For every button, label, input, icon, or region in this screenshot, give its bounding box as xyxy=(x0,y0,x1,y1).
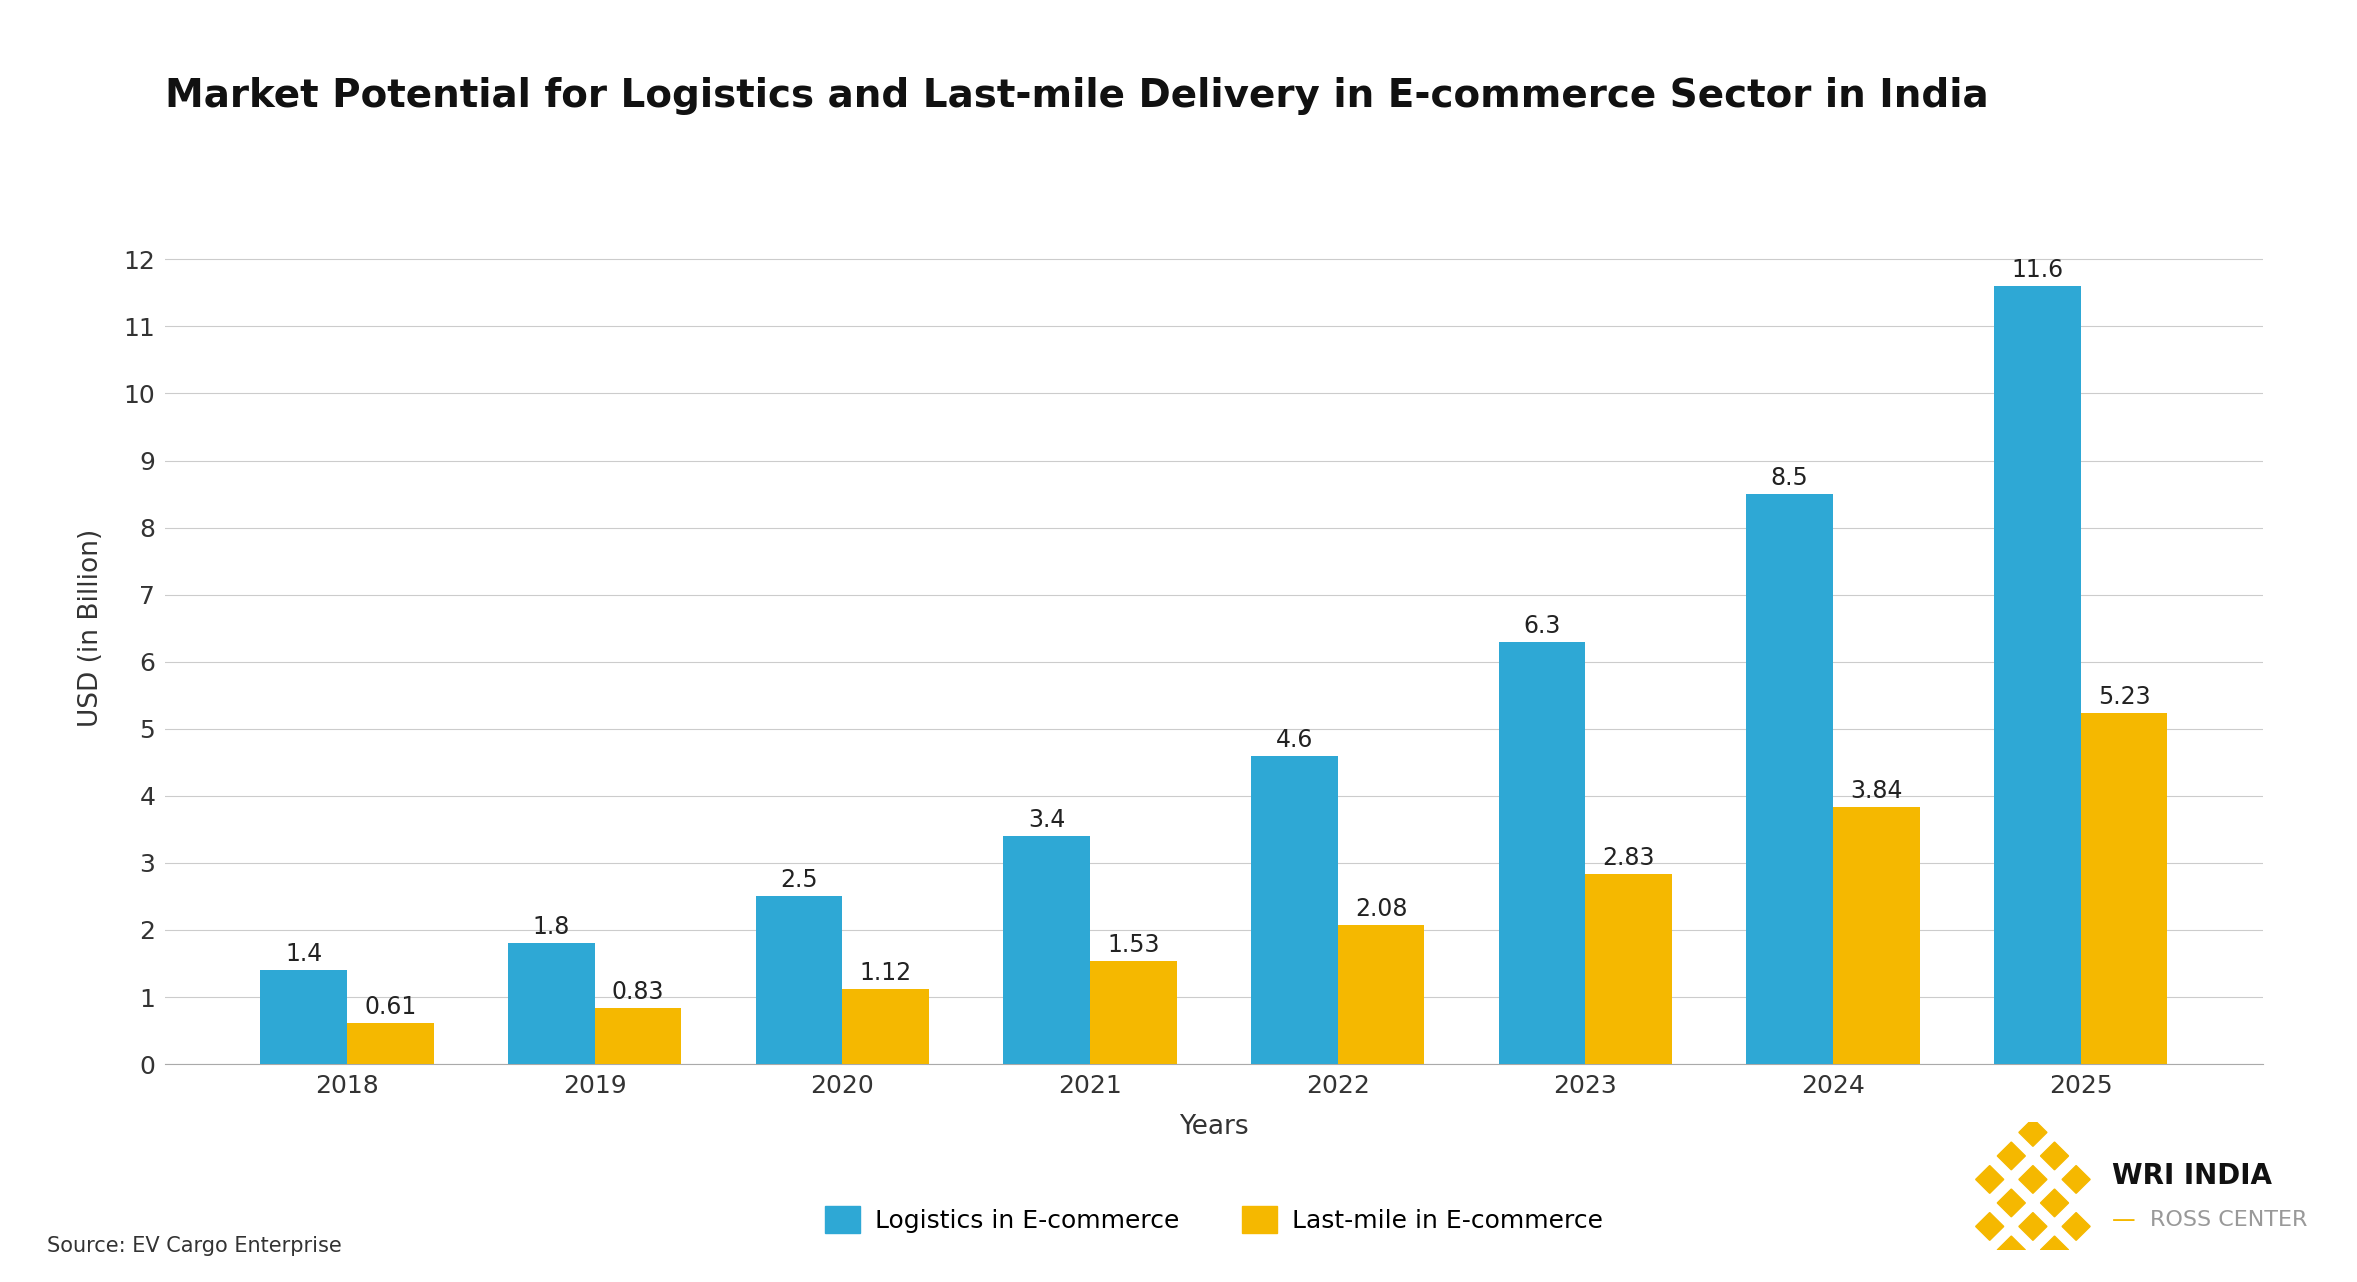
Y-axis label: USD (in Billion): USD (in Billion) xyxy=(78,529,104,727)
Text: 4.6: 4.6 xyxy=(1275,728,1313,751)
Bar xyxy=(1747,494,1834,1064)
Text: 1.53: 1.53 xyxy=(1108,933,1160,958)
Polygon shape xyxy=(1975,1213,2003,1241)
Polygon shape xyxy=(2020,1213,2046,1241)
Polygon shape xyxy=(1996,1190,2025,1217)
Legend: Logistics in E-commerce, Last-mile in E-commerce: Logistics in E-commerce, Last-mile in E-… xyxy=(816,1196,1612,1244)
Text: 2.5: 2.5 xyxy=(780,868,818,892)
Text: 5.23: 5.23 xyxy=(2098,686,2150,709)
Polygon shape xyxy=(2041,1236,2069,1264)
Text: 3.84: 3.84 xyxy=(1850,778,1902,803)
Polygon shape xyxy=(1975,1165,2003,1194)
Text: 2.08: 2.08 xyxy=(1355,896,1407,920)
Bar xyxy=(1339,924,1424,1064)
Polygon shape xyxy=(1996,1142,2025,1169)
Text: 1.4: 1.4 xyxy=(285,942,323,967)
Text: 2.83: 2.83 xyxy=(1603,846,1655,870)
Text: Market Potential for Logistics and Last-mile Delivery in E-commerce Sector in In: Market Potential for Logistics and Last-… xyxy=(165,77,1989,115)
Text: 6.3: 6.3 xyxy=(1523,614,1560,637)
Bar xyxy=(1089,962,1176,1064)
Text: 3.4: 3.4 xyxy=(1028,808,1065,832)
Polygon shape xyxy=(2020,1165,2046,1194)
Text: Source: EV Cargo Enterprise: Source: EV Cargo Enterprise xyxy=(47,1236,342,1256)
Bar xyxy=(1834,806,1919,1064)
Bar xyxy=(757,896,841,1064)
Bar xyxy=(841,988,929,1064)
Text: —: — xyxy=(2112,1209,2135,1232)
Text: WRI INDIA: WRI INDIA xyxy=(2112,1161,2272,1190)
Polygon shape xyxy=(2062,1165,2091,1194)
Text: 1.8: 1.8 xyxy=(533,915,570,940)
Bar xyxy=(2081,713,2168,1064)
Polygon shape xyxy=(2062,1213,2091,1241)
X-axis label: Years: Years xyxy=(1178,1114,1249,1141)
Polygon shape xyxy=(2041,1142,2069,1169)
Text: 1.12: 1.12 xyxy=(860,962,912,985)
Bar xyxy=(259,970,346,1064)
Bar xyxy=(1994,286,2081,1064)
Polygon shape xyxy=(2020,1118,2046,1146)
Polygon shape xyxy=(1996,1236,2025,1264)
Bar xyxy=(346,1023,434,1064)
Text: 0.61: 0.61 xyxy=(365,995,417,1019)
Text: 0.83: 0.83 xyxy=(613,981,665,1004)
Bar xyxy=(1252,755,1339,1064)
Bar xyxy=(1004,836,1089,1064)
Bar xyxy=(509,944,594,1064)
Text: 11.6: 11.6 xyxy=(2011,258,2062,282)
Bar xyxy=(1499,641,1586,1064)
Text: 8.5: 8.5 xyxy=(1770,467,1808,490)
Polygon shape xyxy=(2041,1190,2069,1217)
Bar xyxy=(1586,874,1671,1064)
Bar xyxy=(594,1009,681,1064)
Text: ROSS CENTER: ROSS CENTER xyxy=(2150,1210,2308,1231)
